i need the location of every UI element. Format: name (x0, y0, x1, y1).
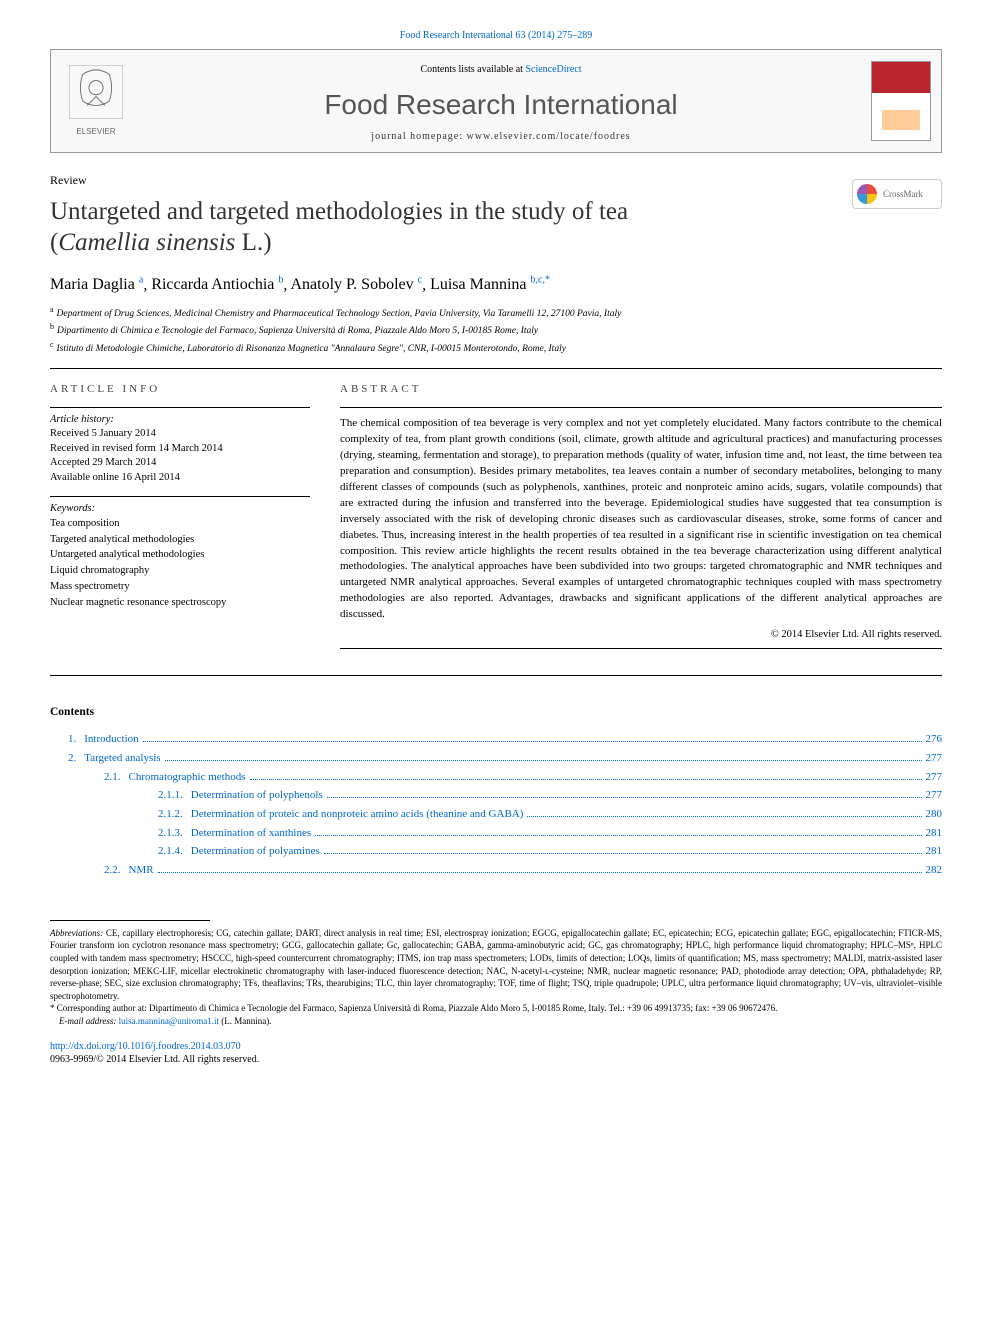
history-line: Accepted 29 March 2014 (50, 456, 310, 471)
keyword: Tea composition (50, 516, 310, 532)
toc-entry[interactable]: 2.1.2.Determination of proteic and nonpr… (50, 805, 942, 824)
article-title: Untargeted and targeted methodologies in… (50, 196, 942, 259)
abstract-heading: ABSTRACT (340, 383, 942, 395)
journal-homepage: journal homepage: www.elsevier.com/locat… (141, 131, 861, 142)
article-type: Review (50, 173, 942, 188)
affiliation: cIstituto di Metodologie Chimiche, Labor… (50, 339, 942, 356)
toc-entry[interactable]: 2.1.1.Determination of polyphenols277 (50, 786, 942, 805)
journal-cover-thumbnail[interactable] (861, 50, 941, 152)
issn-copyright: 0963-9969/© 2014 Elsevier Ltd. All right… (50, 1054, 942, 1065)
keyword: Liquid chromatography (50, 563, 310, 579)
email-line: E-mail address: luisa.mannina@uniroma1.i… (50, 1015, 942, 1028)
corresponding-author: * Corresponding author at: Dipartimento … (50, 1002, 942, 1015)
journal-title: Food Research International (141, 89, 861, 121)
divider (50, 368, 942, 369)
toc-entry[interactable]: 2.1.3.Determination of xanthines281 (50, 824, 942, 843)
email-link[interactable]: luisa.mannina@uniroma1.it (119, 1016, 219, 1026)
toc-entry[interactable]: 1.Introduction276 (50, 730, 942, 749)
journal-header: ELSEVIER Contents lists available at Sci… (50, 49, 942, 153)
history-line: Received in revised form 14 March 2014 (50, 442, 310, 457)
history-label: Article history: (50, 414, 310, 425)
article-history: Received 5 January 2014Received in revis… (50, 427, 310, 486)
abbreviations-block: Abbreviations: CE, capillary electrophor… (50, 927, 942, 1003)
affiliation: aDepartment of Drug Sciences, Medicinal … (50, 304, 942, 321)
author-list: Maria Daglia a, Riccarda Antiochia b, An… (50, 275, 942, 294)
table-of-contents: 1.Introduction2762.Targeted analysis2772… (50, 730, 942, 880)
doi-link[interactable]: http://dx.doi.org/10.1016/j.foodres.2014… (50, 1041, 942, 1052)
divider (50, 675, 942, 676)
abstract-copyright: © 2014 Elsevier Ltd. All rights reserved… (340, 629, 942, 640)
keywords-list: Tea compositionTargeted analytical metho… (50, 516, 310, 611)
keyword: Untargeted analytical methodologies (50, 547, 310, 563)
crossmark-badge[interactable]: CrossMark (852, 179, 942, 209)
citation[interactable]: Food Research International 63 (2014) 27… (50, 30, 942, 41)
affiliations: aDepartment of Drug Sciences, Medicinal … (50, 304, 942, 356)
article-info-heading: ARTICLE INFO (50, 383, 310, 395)
footnotes: Abbreviations: CE, capillary electrophor… (50, 927, 942, 1028)
history-line: Received 5 January 2014 (50, 427, 310, 442)
abstract-text: The chemical composition of tea beverage… (340, 416, 942, 623)
toc-entry[interactable]: 2.1.Chromatographic methods277 (50, 768, 942, 787)
history-line: Available online 16 April 2014 (50, 471, 310, 486)
contents-heading: Contents (50, 706, 942, 718)
author: Luisa Mannina b,c,* (430, 276, 550, 293)
footnote-rule (50, 920, 210, 921)
keyword: Mass spectrometry (50, 579, 310, 595)
author: Riccarda Antiochia b (151, 276, 283, 293)
elsevier-logo[interactable]: ELSEVIER (51, 50, 141, 152)
keyword: Targeted analytical methodologies (50, 532, 310, 548)
svg-text:ELSEVIER: ELSEVIER (76, 127, 115, 136)
toc-entry[interactable]: 2.Targeted analysis277 (50, 749, 942, 768)
sciencedirect-link[interactable]: ScienceDirect (525, 64, 581, 75)
author: Maria Daglia a (50, 276, 143, 293)
toc-entry[interactable]: 2.1.4.Determination of polyamines281 (50, 842, 942, 861)
author: Anatoly P. Sobolev c (291, 276, 423, 293)
crossmark-icon (857, 184, 877, 204)
affiliation: bDipartimento di Chimica e Tecnologie de… (50, 321, 942, 338)
keywords-label: Keywords: (50, 503, 310, 514)
keyword: Nuclear magnetic resonance spectroscopy (50, 595, 310, 611)
contents-available: Contents lists available at ScienceDirec… (141, 64, 861, 75)
toc-entry[interactable]: 2.2.NMR282 (50, 861, 942, 880)
homepage-url[interactable]: www.elsevier.com/locate/foodres (467, 131, 631, 142)
